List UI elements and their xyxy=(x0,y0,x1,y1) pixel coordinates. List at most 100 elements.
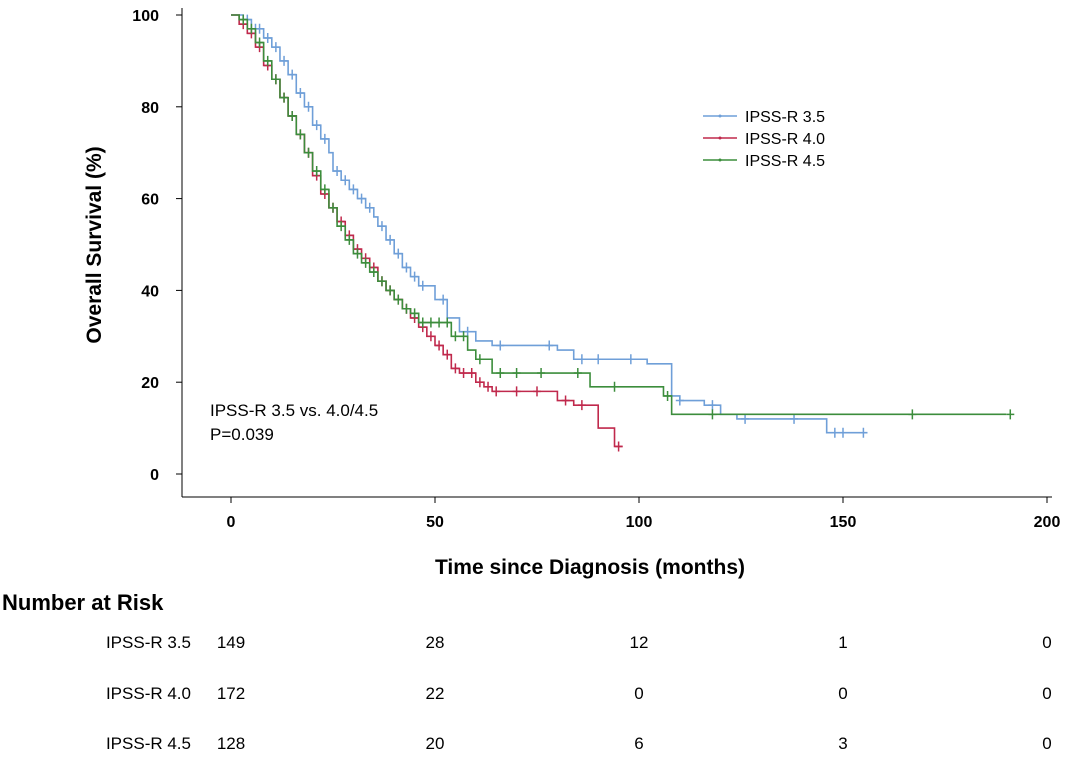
censor-mark xyxy=(418,280,427,291)
axes: 0 20 40 60 80 100 0 50 100 150 200 xyxy=(132,8,1060,531)
y-tick-label: 40 xyxy=(141,283,159,300)
censor-mark xyxy=(349,184,358,195)
censor-mark xyxy=(263,32,272,43)
censor-mark xyxy=(255,23,264,34)
censor-mark xyxy=(357,193,366,204)
censor-mark xyxy=(859,427,868,438)
risk-cell: 0 xyxy=(1042,633,1052,652)
censor-mark xyxy=(443,349,452,360)
censor-mark xyxy=(475,354,484,365)
y-axis-label: Overall Survival (%) xyxy=(83,146,106,343)
censor-mark xyxy=(247,23,256,34)
risk-cell: 12 xyxy=(629,633,649,652)
censor-mark xyxy=(496,368,505,379)
legend-label: IPSS-R 4.0 xyxy=(745,131,825,148)
censor-mark xyxy=(537,368,546,379)
censor-mark xyxy=(435,317,444,328)
censor-mark xyxy=(451,331,460,342)
x-tick-label: 50 xyxy=(426,514,444,531)
risk-cell: 0 xyxy=(634,684,644,703)
risk-cell: 0 xyxy=(1042,684,1052,703)
censor-mark xyxy=(312,166,321,177)
survival-curve xyxy=(231,14,868,434)
x-tick-label: 0 xyxy=(227,514,236,531)
censor-mark xyxy=(463,326,472,337)
series-2 xyxy=(231,14,623,452)
censor-mark xyxy=(573,368,582,379)
censor-mark xyxy=(394,248,403,259)
risk-cell: 172 xyxy=(216,684,246,703)
censor-mark xyxy=(741,413,750,424)
censor-mark xyxy=(394,294,403,305)
censor-mark xyxy=(296,88,305,99)
censor-mark xyxy=(402,303,411,314)
censor-mark xyxy=(708,409,717,420)
censor-mark xyxy=(439,294,448,305)
legend-label: IPSS-R 4.5 xyxy=(745,153,825,170)
risk-table-title: Number at Risk xyxy=(2,590,164,615)
risk-row: IPSS-R 4.5 128 20 6 3 0 xyxy=(0,734,1076,758)
y-tick-label: 0 xyxy=(150,467,159,484)
legend-label: IPSS-R 3.5 xyxy=(745,109,825,126)
censor-mark xyxy=(594,354,603,365)
censor-mark xyxy=(345,234,354,245)
censor-mark xyxy=(561,395,570,406)
risk-cell: 0 xyxy=(1042,734,1052,753)
risk-cell: 1 xyxy=(838,633,848,652)
censor-mark xyxy=(263,55,272,66)
censor-mark xyxy=(296,129,305,140)
censor-mark xyxy=(663,390,672,401)
risk-row-label: IPSS-R 4.5 xyxy=(105,734,191,753)
y-tick-label: 20 xyxy=(141,375,159,392)
censor-mark xyxy=(377,276,386,287)
censor-mark xyxy=(492,386,501,397)
censor-mark xyxy=(271,42,280,53)
censor-mark xyxy=(708,400,717,411)
censor-mark xyxy=(377,221,386,232)
censor-mark xyxy=(239,14,248,25)
censor-mark xyxy=(459,368,468,379)
censor-mark xyxy=(496,340,505,351)
legend: IPSS-R 3.5 IPSS-R 4.0 IPSS-R 4.5 xyxy=(703,109,825,170)
censor-mark xyxy=(386,234,395,245)
censor-mark xyxy=(353,248,362,259)
x-tick-label: 200 xyxy=(1034,514,1061,531)
legend-marker xyxy=(718,136,722,140)
censor-mark xyxy=(512,368,521,379)
censor-mark xyxy=(365,202,374,213)
censor-mark xyxy=(426,331,435,342)
censor-mark xyxy=(320,133,329,144)
censor-mark xyxy=(790,413,799,424)
risk-cell: 149 xyxy=(216,633,246,652)
censor-mark xyxy=(675,395,684,406)
risk-cell: 128 xyxy=(216,734,246,753)
censor-mark xyxy=(271,74,280,85)
censor-mark xyxy=(830,427,839,438)
censor-mark xyxy=(1006,409,1015,420)
censor-mark xyxy=(435,340,444,351)
censor-mark xyxy=(320,184,329,195)
series-1 xyxy=(231,14,868,438)
risk-cell: 28 xyxy=(425,633,445,652)
censor-mark xyxy=(577,354,586,365)
censor-mark xyxy=(533,386,541,397)
censor-mark xyxy=(512,386,521,397)
risk-cell: 22 xyxy=(425,684,445,703)
censor-mark xyxy=(451,363,460,374)
censor-mark xyxy=(333,166,342,177)
censor-mark xyxy=(426,317,435,328)
risk-row: IPSS-R 3.5 149 28 12 1 0 xyxy=(0,633,1076,657)
risk-row: IPSS-R 4.0 172 22 0 0 0 xyxy=(0,684,1076,708)
risk-cell: 6 xyxy=(634,734,644,753)
censor-mark xyxy=(280,55,289,66)
censor-mark xyxy=(312,120,321,131)
censor-mark xyxy=(459,331,468,342)
survival-curve xyxy=(231,14,623,448)
censor-mark xyxy=(443,317,452,328)
censor-mark xyxy=(361,257,370,268)
risk-cell: 3 xyxy=(838,734,848,753)
series-3 xyxy=(231,14,1015,420)
censor-mark xyxy=(304,147,313,158)
risk-row-label: IPSS-R 3.5 xyxy=(105,633,191,652)
